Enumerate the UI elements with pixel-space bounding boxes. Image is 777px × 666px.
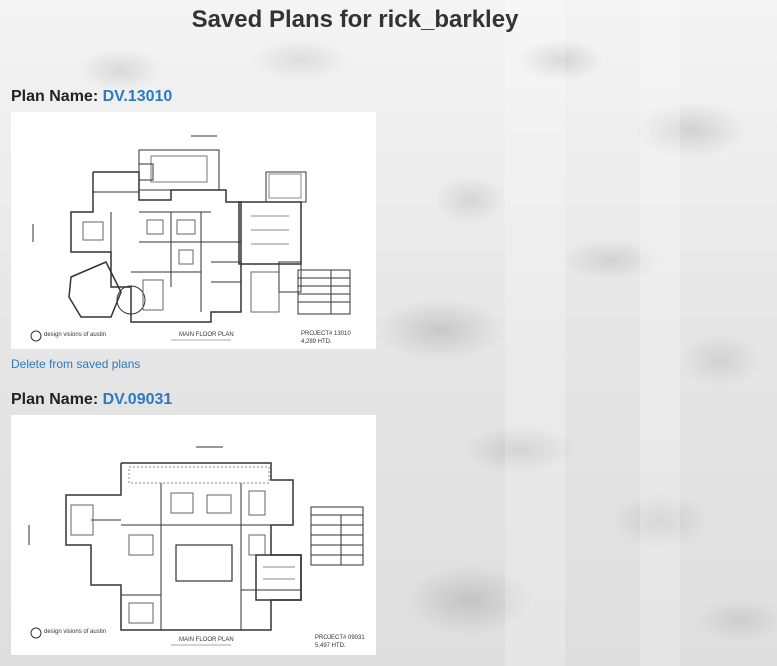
floor-plan-image[interactable]: MAIN FLOOR PLAN PROJECT# 09031 5,497 HTD… bbox=[11, 415, 376, 655]
plan-heading: Plan Name: DV.09031 bbox=[11, 391, 376, 409]
plan-name-label: Plan Name: bbox=[11, 391, 99, 408]
floor-plan-logo-text: design visions of austin bbox=[44, 629, 107, 635]
plan-name-link[interactable]: DV.09031 bbox=[102, 391, 173, 408]
floor-plan-logo-text: design visions of austin bbox=[44, 332, 107, 338]
floor-plan-drawing bbox=[28, 446, 364, 646]
floor-plan-caption: MAIN FLOOR PLAN bbox=[179, 332, 234, 338]
floor-plan-project-number: PROJECT# 09031 bbox=[315, 635, 365, 641]
plan-name-link[interactable]: DV.13010 bbox=[102, 88, 173, 105]
floor-plan-project-number: PROJECT# 13010 bbox=[301, 331, 351, 337]
floor-plan-caption: MAIN FLOOR PLAN bbox=[179, 637, 234, 643]
page-title: Saved Plans for rick_barkley bbox=[191, 6, 519, 33]
floor-plan-drawing bbox=[30, 135, 351, 342]
floor-plan-area: 4,289 HTD. bbox=[301, 339, 332, 345]
delete-saved-plan-link[interactable]: Delete from saved plans bbox=[11, 357, 141, 371]
floor-plan-image[interactable]: MAIN FLOOR PLAN PROJECT# 13010 4,289 HTD… bbox=[11, 112, 376, 349]
saved-plan-item: Plan Name: DV.09031 bbox=[11, 391, 376, 655]
plan-heading: Plan Name: DV.13010 bbox=[11, 88, 376, 106]
background-stripe bbox=[640, 0, 680, 666]
plan-name-label: Plan Name: bbox=[11, 88, 99, 105]
floor-plan-area: 5,497 HTD. bbox=[315, 643, 346, 649]
background-stripe bbox=[505, 0, 565, 666]
saved-plan-item: Plan Name: DV.13010 bbox=[11, 88, 376, 373]
